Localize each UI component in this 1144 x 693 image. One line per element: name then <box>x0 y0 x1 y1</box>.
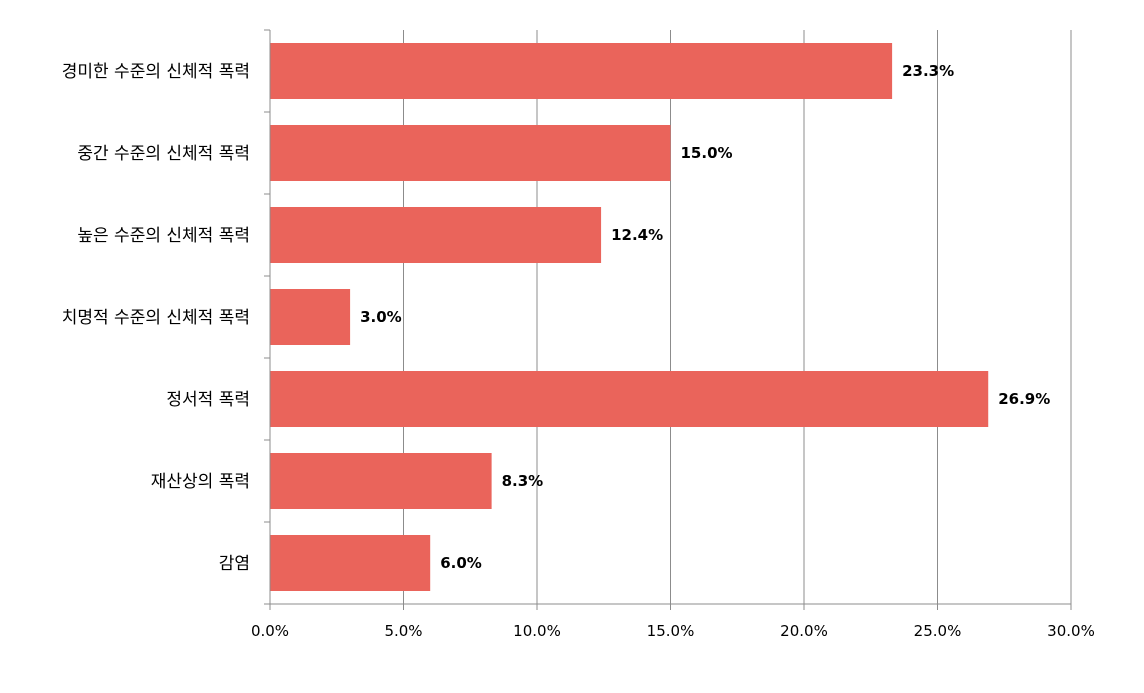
x-tick-label: 30.0% <box>1047 622 1095 640</box>
bar <box>270 207 602 263</box>
bars <box>270 43 989 591</box>
bar <box>270 453 492 509</box>
bar <box>270 289 351 345</box>
category-label: 중간 수준의 신체적 폭력 <box>77 144 250 164</box>
x-tick-label: 20.0% <box>780 622 828 640</box>
data-label: 15.0% <box>681 144 733 162</box>
category-label: 감염 <box>219 554 250 574</box>
category-label: 재산상의 폭력 <box>151 472 250 492</box>
data-label: 3.0% <box>360 308 402 326</box>
data-label: 12.4% <box>611 226 663 244</box>
x-tick-label: 15.0% <box>647 622 695 640</box>
x-tick-label: 10.0% <box>513 622 561 640</box>
axes <box>264 29 1072 610</box>
bar <box>270 535 431 591</box>
x-tick-label: 25.0% <box>914 622 962 640</box>
bar <box>270 371 989 427</box>
x-tick-label: 5.0% <box>384 622 422 640</box>
category-label: 정서적 폭력 <box>166 390 250 410</box>
bar <box>270 125 671 181</box>
data-label: 6.0% <box>440 554 482 572</box>
data-label: 23.3% <box>902 62 954 80</box>
data-label: 26.9% <box>998 390 1050 408</box>
labels: 0.0% 5.0% 10.0% 15.0% 20.0% 25.0% 30.0% 경미한 수준의… <box>62 62 1095 640</box>
data-label: 8.3% <box>502 472 544 490</box>
category-label: 경미한 수준의 신체적 폭력 <box>62 62 250 82</box>
bar <box>270 43 893 99</box>
x-tick-label: 0.0% <box>251 622 289 640</box>
gridlines <box>403 30 1072 604</box>
category-label: 높은 수준의 신체적 폭력 <box>77 226 250 246</box>
category-label: 치명적 수준의 신체적 폭력 <box>62 308 250 328</box>
